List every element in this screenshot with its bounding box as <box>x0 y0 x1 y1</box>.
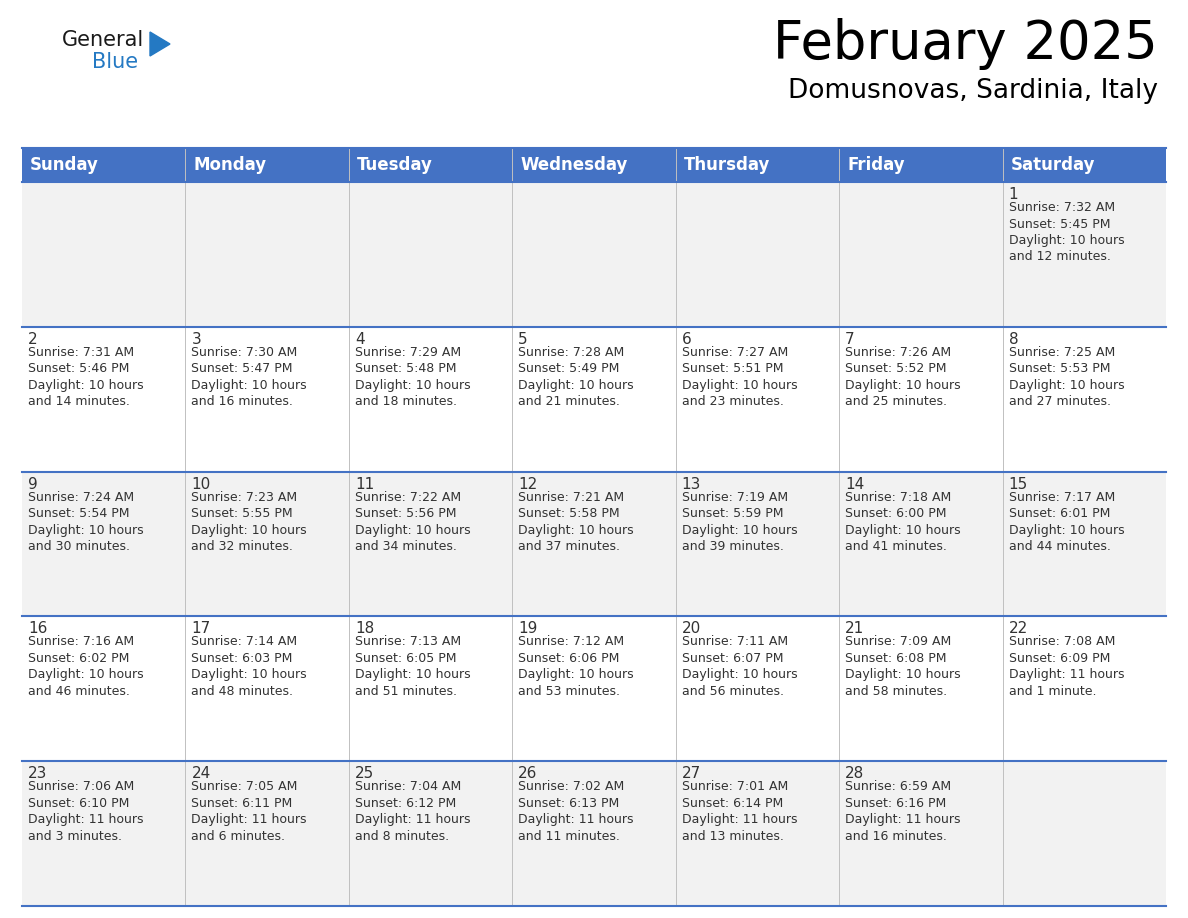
Text: Saturday: Saturday <box>1011 156 1095 174</box>
Bar <box>23 761 1165 906</box>
Text: 2: 2 <box>29 331 38 347</box>
Text: General: General <box>62 30 144 50</box>
Text: Sunrise: 7:05 AM
Sunset: 6:11 PM
Daylight: 11 hours
and 6 minutes.: Sunrise: 7:05 AM Sunset: 6:11 PM Dayligh… <box>191 780 307 843</box>
Bar <box>512 148 676 182</box>
Text: Sunrise: 7:31 AM
Sunset: 5:46 PM
Daylight: 10 hours
and 14 minutes.: Sunrise: 7:31 AM Sunset: 5:46 PM Dayligh… <box>29 346 144 409</box>
Text: 18: 18 <box>355 621 374 636</box>
Text: Sunrise: 7:21 AM
Sunset: 5:58 PM
Daylight: 10 hours
and 37 minutes.: Sunrise: 7:21 AM Sunset: 5:58 PM Dayligh… <box>518 490 634 554</box>
Text: Sunrise: 7:25 AM
Sunset: 5:53 PM
Daylight: 10 hours
and 27 minutes.: Sunrise: 7:25 AM Sunset: 5:53 PM Dayligh… <box>1009 346 1124 409</box>
Text: 12: 12 <box>518 476 537 492</box>
Text: 23: 23 <box>29 767 48 781</box>
Bar <box>185 148 349 182</box>
Text: Sunrise: 7:02 AM
Sunset: 6:13 PM
Daylight: 11 hours
and 11 minutes.: Sunrise: 7:02 AM Sunset: 6:13 PM Dayligh… <box>518 780 633 843</box>
Text: Blue: Blue <box>91 52 138 72</box>
Text: Sunrise: 7:11 AM
Sunset: 6:07 PM
Daylight: 10 hours
and 56 minutes.: Sunrise: 7:11 AM Sunset: 6:07 PM Dayligh… <box>682 635 797 698</box>
Text: Sunrise: 7:12 AM
Sunset: 6:06 PM
Daylight: 10 hours
and 53 minutes.: Sunrise: 7:12 AM Sunset: 6:06 PM Dayligh… <box>518 635 634 698</box>
Text: Tuesday: Tuesday <box>356 156 432 174</box>
Bar <box>349 148 512 182</box>
Text: 17: 17 <box>191 621 210 636</box>
Text: Sunrise: 7:28 AM
Sunset: 5:49 PM
Daylight: 10 hours
and 21 minutes.: Sunrise: 7:28 AM Sunset: 5:49 PM Dayligh… <box>518 346 634 409</box>
Text: Sunrise: 7:04 AM
Sunset: 6:12 PM
Daylight: 11 hours
and 8 minutes.: Sunrise: 7:04 AM Sunset: 6:12 PM Dayligh… <box>355 780 470 843</box>
Bar <box>23 182 1165 327</box>
Text: Sunrise: 6:59 AM
Sunset: 6:16 PM
Daylight: 11 hours
and 16 minutes.: Sunrise: 6:59 AM Sunset: 6:16 PM Dayligh… <box>845 780 961 843</box>
Text: 3: 3 <box>191 331 201 347</box>
Bar <box>23 616 1165 761</box>
Text: 7: 7 <box>845 331 855 347</box>
Text: Sunrise: 7:19 AM
Sunset: 5:59 PM
Daylight: 10 hours
and 39 minutes.: Sunrise: 7:19 AM Sunset: 5:59 PM Dayligh… <box>682 490 797 554</box>
Text: 27: 27 <box>682 767 701 781</box>
Bar <box>23 148 185 182</box>
Text: 10: 10 <box>191 476 210 492</box>
Text: Sunrise: 7:27 AM
Sunset: 5:51 PM
Daylight: 10 hours
and 23 minutes.: Sunrise: 7:27 AM Sunset: 5:51 PM Dayligh… <box>682 346 797 409</box>
Text: Sunrise: 7:01 AM
Sunset: 6:14 PM
Daylight: 11 hours
and 13 minutes.: Sunrise: 7:01 AM Sunset: 6:14 PM Dayligh… <box>682 780 797 843</box>
Bar <box>23 472 1165 616</box>
Text: February 2025: February 2025 <box>773 18 1158 70</box>
Bar <box>1003 148 1165 182</box>
Text: Sunrise: 7:08 AM
Sunset: 6:09 PM
Daylight: 11 hours
and 1 minute.: Sunrise: 7:08 AM Sunset: 6:09 PM Dayligh… <box>1009 635 1124 698</box>
Text: 15: 15 <box>1009 476 1028 492</box>
Text: 1: 1 <box>1009 187 1018 202</box>
Text: Sunrise: 7:18 AM
Sunset: 6:00 PM
Daylight: 10 hours
and 41 minutes.: Sunrise: 7:18 AM Sunset: 6:00 PM Dayligh… <box>845 490 961 554</box>
Text: 13: 13 <box>682 476 701 492</box>
Text: 22: 22 <box>1009 621 1028 636</box>
Text: 11: 11 <box>355 476 374 492</box>
Text: 20: 20 <box>682 621 701 636</box>
Text: 14: 14 <box>845 476 865 492</box>
Text: Sunrise: 7:09 AM
Sunset: 6:08 PM
Daylight: 10 hours
and 58 minutes.: Sunrise: 7:09 AM Sunset: 6:08 PM Dayligh… <box>845 635 961 698</box>
Text: Sunrise: 7:29 AM
Sunset: 5:48 PM
Daylight: 10 hours
and 18 minutes.: Sunrise: 7:29 AM Sunset: 5:48 PM Dayligh… <box>355 346 470 409</box>
Text: Sunday: Sunday <box>30 156 99 174</box>
Text: Sunrise: 7:30 AM
Sunset: 5:47 PM
Daylight: 10 hours
and 16 minutes.: Sunrise: 7:30 AM Sunset: 5:47 PM Dayligh… <box>191 346 307 409</box>
Text: 5: 5 <box>518 331 527 347</box>
Text: 4: 4 <box>355 331 365 347</box>
Text: 21: 21 <box>845 621 865 636</box>
Text: 19: 19 <box>518 621 538 636</box>
Text: Wednesday: Wednesday <box>520 156 627 174</box>
Text: Sunrise: 7:17 AM
Sunset: 6:01 PM
Daylight: 10 hours
and 44 minutes.: Sunrise: 7:17 AM Sunset: 6:01 PM Dayligh… <box>1009 490 1124 554</box>
Text: 16: 16 <box>29 621 48 636</box>
Text: 28: 28 <box>845 767 865 781</box>
Text: Sunrise: 7:24 AM
Sunset: 5:54 PM
Daylight: 10 hours
and 30 minutes.: Sunrise: 7:24 AM Sunset: 5:54 PM Dayligh… <box>29 490 144 554</box>
Text: Sunrise: 7:13 AM
Sunset: 6:05 PM
Daylight: 10 hours
and 51 minutes.: Sunrise: 7:13 AM Sunset: 6:05 PM Dayligh… <box>355 635 470 698</box>
Text: 8: 8 <box>1009 331 1018 347</box>
Text: Sunrise: 7:32 AM
Sunset: 5:45 PM
Daylight: 10 hours
and 12 minutes.: Sunrise: 7:32 AM Sunset: 5:45 PM Dayligh… <box>1009 201 1124 263</box>
Text: 6: 6 <box>682 331 691 347</box>
Text: Sunrise: 7:22 AM
Sunset: 5:56 PM
Daylight: 10 hours
and 34 minutes.: Sunrise: 7:22 AM Sunset: 5:56 PM Dayligh… <box>355 490 470 554</box>
Polygon shape <box>150 32 170 56</box>
Text: 25: 25 <box>355 767 374 781</box>
Bar <box>23 327 1165 472</box>
Text: 26: 26 <box>518 767 538 781</box>
Text: Friday: Friday <box>847 156 905 174</box>
Text: Monday: Monday <box>194 156 266 174</box>
Text: Sunrise: 7:26 AM
Sunset: 5:52 PM
Daylight: 10 hours
and 25 minutes.: Sunrise: 7:26 AM Sunset: 5:52 PM Dayligh… <box>845 346 961 409</box>
Text: 24: 24 <box>191 767 210 781</box>
Bar <box>676 148 839 182</box>
Text: Thursday: Thursday <box>684 156 770 174</box>
Text: 9: 9 <box>29 476 38 492</box>
Bar <box>839 148 1003 182</box>
Text: Domusnovas, Sardinia, Italy: Domusnovas, Sardinia, Italy <box>788 78 1158 104</box>
Text: Sunrise: 7:16 AM
Sunset: 6:02 PM
Daylight: 10 hours
and 46 minutes.: Sunrise: 7:16 AM Sunset: 6:02 PM Dayligh… <box>29 635 144 698</box>
Text: Sunrise: 7:06 AM
Sunset: 6:10 PM
Daylight: 11 hours
and 3 minutes.: Sunrise: 7:06 AM Sunset: 6:10 PM Dayligh… <box>29 780 144 843</box>
Text: Sunrise: 7:14 AM
Sunset: 6:03 PM
Daylight: 10 hours
and 48 minutes.: Sunrise: 7:14 AM Sunset: 6:03 PM Dayligh… <box>191 635 307 698</box>
Text: Sunrise: 7:23 AM
Sunset: 5:55 PM
Daylight: 10 hours
and 32 minutes.: Sunrise: 7:23 AM Sunset: 5:55 PM Dayligh… <box>191 490 307 554</box>
